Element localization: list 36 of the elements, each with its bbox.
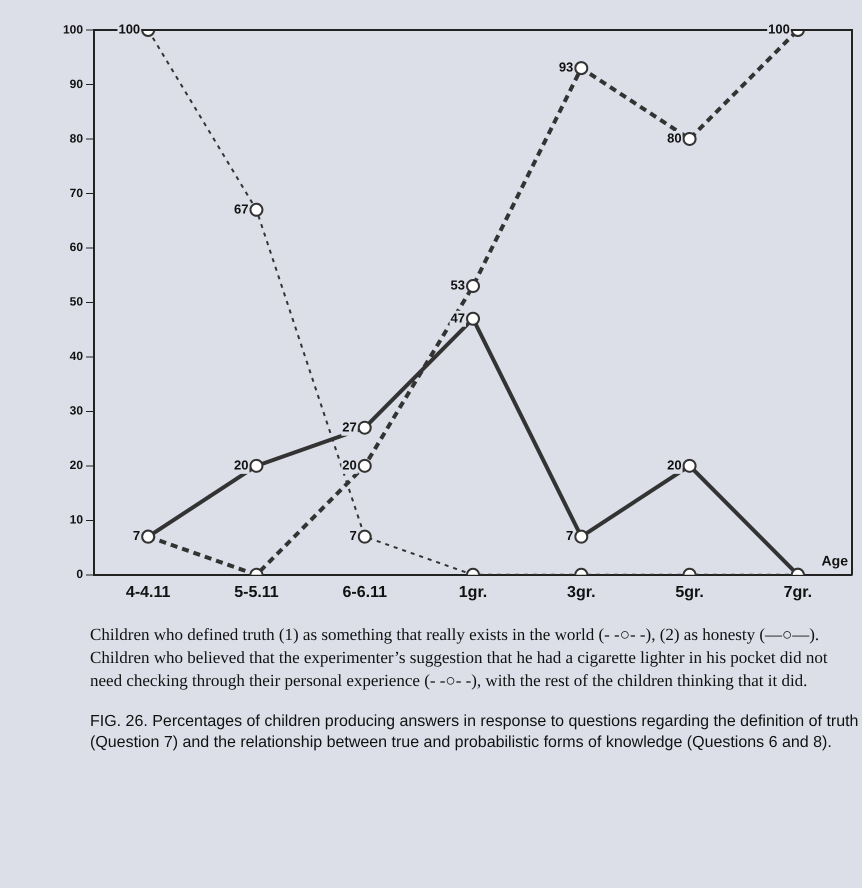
y-tick-label: 100	[62, 22, 84, 36]
y-tick-label: 10	[70, 512, 84, 527]
data-label: 27	[342, 419, 357, 434]
data-label: 53	[450, 278, 466, 293]
data-label: 80	[667, 130, 682, 146]
text: Children who defined truth (1) as something that really exists in the world (- -○- -), (2) as honesty (—○—).	[90, 624, 820, 646]
caption: FIG. 26. Percentages of children producing answers in response to questions regarding the definition of truth (Question 7) and the relationship between true and probabilistic forms of knowledge (Questions 6 and 8).	[90, 712, 860, 754]
x-axis-title: Age	[822, 552, 848, 569]
y-tick-label: 50	[70, 294, 84, 309]
y-tick-label: 0	[76, 567, 84, 582]
y-tick-label: 20	[70, 458, 84, 472]
x-tick-label: 5gr.	[675, 584, 704, 601]
y-tick-label: 70	[70, 186, 84, 200]
y-tick-label: 40	[70, 349, 84, 364]
data-label: 67	[234, 201, 248, 216]
text: Children who believed that the experimenter’s suggestion that he had a cigarette lighter in his pocket did not need checking through their personal experience (- -○- -), with the rest of the children thinking that it did.	[90, 646, 829, 692]
data-label: 20	[667, 457, 682, 472]
data-label: 20	[342, 457, 357, 472]
y-tick-label: 80	[70, 131, 84, 146]
x-tick-label: 4-4.11	[126, 584, 171, 601]
data-label: 100	[768, 22, 790, 37]
data-label: 93	[558, 60, 574, 75]
data-label: 100	[118, 22, 140, 37]
x-tick-label: 1gr.	[458, 584, 488, 601]
y-tick-label: 90	[70, 76, 84, 91]
data-label: 20	[234, 457, 248, 472]
data-label: 7	[132, 528, 140, 544]
x-tick-label: 3gr.	[567, 584, 596, 601]
x-tick-label: 5-5.11	[234, 584, 279, 601]
y-tick-label: 60	[70, 240, 84, 254]
data-label: 47	[450, 310, 466, 326]
x-tick-label: 7gr.	[784, 584, 812, 601]
data-label: 7	[349, 528, 357, 544]
data-label: 7	[566, 528, 574, 544]
x-tick-label: 6-6.11	[342, 584, 388, 601]
y-tick-label: 30	[70, 404, 84, 418]
